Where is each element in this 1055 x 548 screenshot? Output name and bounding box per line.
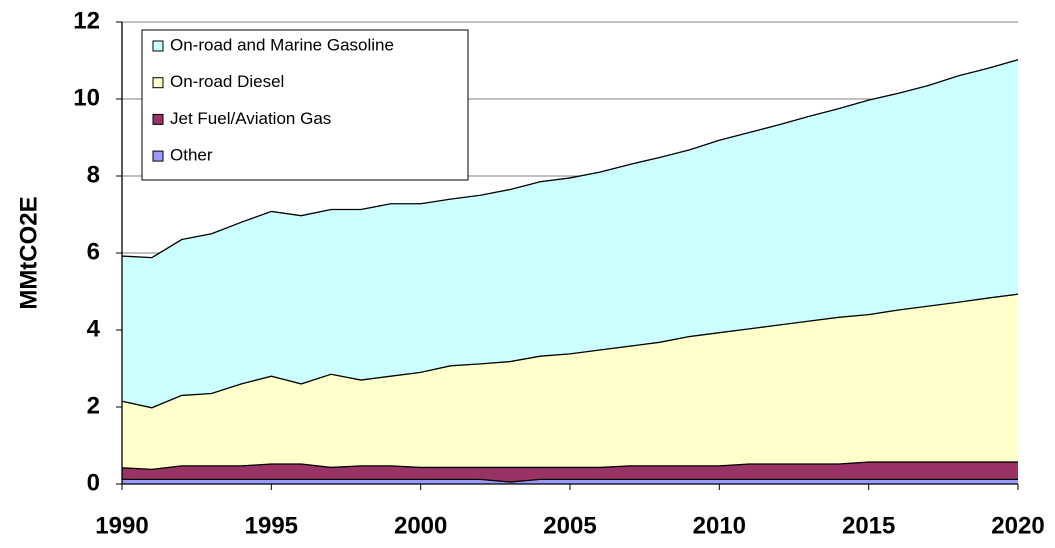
area-edge: [121, 59, 1019, 259]
y-tick-label: 0: [87, 469, 100, 496]
x-tick-label: 1990: [95, 512, 148, 539]
y-tick-label: 6: [87, 238, 100, 265]
legend-label: Other: [170, 146, 213, 165]
legend-box: [141, 29, 469, 181]
y-tick-label: 12: [73, 7, 100, 34]
x-tick-label: 2015: [842, 512, 895, 539]
area: [122, 479, 1018, 484]
x-tick-label: 1995: [245, 512, 298, 539]
legend-label: On-road Diesel: [170, 72, 284, 91]
area: [122, 294, 1018, 470]
x-tick-label: 2010: [693, 512, 746, 539]
legend: On-road and Marine Gasoline On-road Diese…: [141, 29, 469, 181]
x-tick-label: 2020: [991, 512, 1044, 539]
y-axis-label: MMtCO2E: [15, 196, 42, 309]
area-edge: [122, 478, 1018, 483]
legend-label: On-road and Marine Gasoline: [170, 35, 394, 54]
y-tick-label: 2: [87, 392, 100, 419]
legend-swatch: [152, 77, 164, 89]
x-tick-label: 2005: [543, 512, 596, 539]
area-edge: [121, 293, 1019, 409]
area-edge: [121, 461, 1018, 471]
legend-swatch: [152, 113, 164, 125]
y-tick-label: 10: [73, 84, 100, 111]
legend-swatch: [152, 40, 164, 52]
x-tick-label: 2000: [394, 512, 447, 539]
legend-swatch: [152, 150, 164, 162]
y-tick-label: 4: [87, 315, 101, 342]
area: [122, 59, 1018, 408]
y-tick-label: 8: [87, 161, 100, 188]
legend-label: Jet Fuel/Aviation Gas: [170, 109, 331, 128]
